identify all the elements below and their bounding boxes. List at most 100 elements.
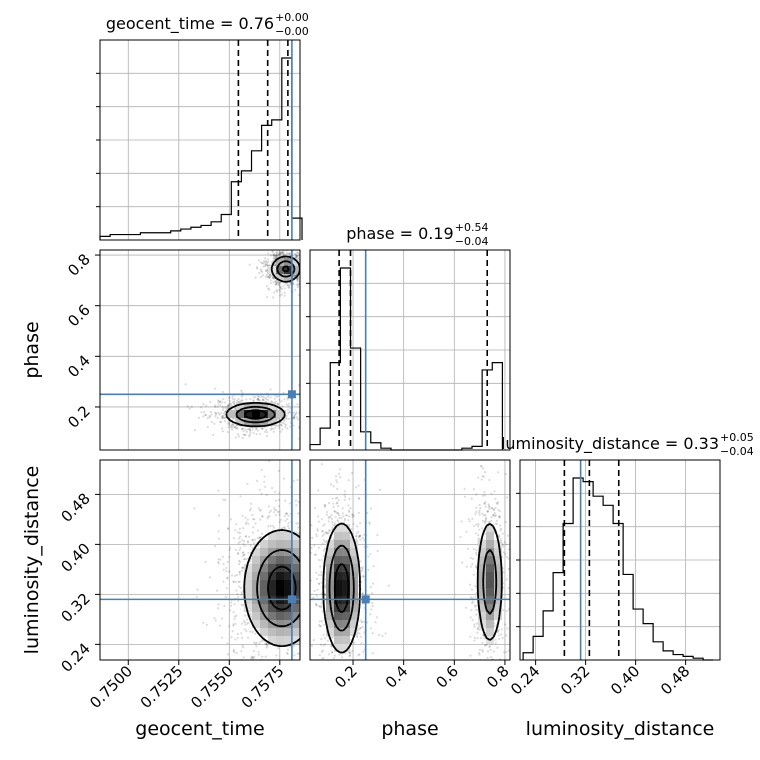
sample-point xyxy=(317,546,320,549)
sample-point xyxy=(195,595,198,598)
sample-point xyxy=(240,650,243,653)
sample-point xyxy=(325,647,327,649)
sample-point xyxy=(475,506,478,509)
sample-point xyxy=(255,427,258,430)
sample-point xyxy=(301,667,303,669)
sample-point xyxy=(507,557,510,560)
sample-point xyxy=(327,531,330,535)
sample-point xyxy=(348,651,351,654)
sample-point xyxy=(475,608,478,612)
sample-point xyxy=(312,655,314,657)
xtick-label-luminosity_distance: 0.32 xyxy=(557,662,593,698)
sample-point xyxy=(334,515,337,518)
sample-point xyxy=(315,562,317,564)
sample-point xyxy=(321,610,324,613)
sample-point xyxy=(268,274,272,277)
sample-point xyxy=(482,502,486,505)
density-cell xyxy=(260,628,268,636)
sample-point xyxy=(295,254,298,257)
sample-point xyxy=(276,402,279,405)
sample-point xyxy=(301,638,303,640)
sample-point xyxy=(315,533,318,536)
sample-point xyxy=(315,701,317,703)
density-cell xyxy=(342,612,350,620)
sample-point xyxy=(238,573,241,576)
density-cell xyxy=(292,564,300,572)
sample-point xyxy=(288,502,291,505)
sample-point xyxy=(361,626,364,629)
sample-point xyxy=(217,603,220,606)
density-cell xyxy=(252,410,260,418)
sample-point xyxy=(321,669,323,671)
sample-point xyxy=(252,396,255,399)
sample-point xyxy=(357,511,360,514)
sample-point xyxy=(265,646,268,649)
sample-point xyxy=(256,397,259,400)
sample-point xyxy=(303,594,305,596)
sample-point xyxy=(301,579,303,581)
sample-point xyxy=(469,556,472,559)
sample-point xyxy=(306,595,308,597)
sample-point xyxy=(234,529,237,532)
sample-point xyxy=(268,276,271,280)
sample-point xyxy=(229,403,232,406)
sample-point xyxy=(326,532,329,535)
sample-point xyxy=(239,546,242,549)
sample-point xyxy=(202,415,205,418)
density-cell xyxy=(292,532,300,540)
sample-point xyxy=(275,654,278,657)
sample-point xyxy=(301,278,303,280)
sample-point xyxy=(481,475,484,478)
sample-point xyxy=(249,507,252,510)
sample-point xyxy=(476,669,478,671)
sample-point xyxy=(245,535,248,538)
sample-point xyxy=(232,580,235,583)
density-cell xyxy=(334,644,342,652)
sample-point xyxy=(356,508,358,510)
sample-point xyxy=(501,543,504,546)
sample-point xyxy=(316,529,319,533)
sample-point xyxy=(286,246,288,248)
sample-point xyxy=(214,411,217,414)
sample-point xyxy=(317,515,320,518)
sample-point xyxy=(249,398,252,401)
sample-point xyxy=(349,537,352,541)
sample-point xyxy=(219,558,222,561)
hist-panel-luminosity_distance: luminosity_distance = 0.33 +0.05−0.04 xyxy=(501,431,754,661)
sample-point xyxy=(269,254,272,257)
sample-point xyxy=(283,527,286,530)
sample-point xyxy=(208,576,212,579)
sample-point xyxy=(344,467,346,469)
sample-point xyxy=(226,560,229,564)
sample-point xyxy=(273,511,276,514)
sample-point xyxy=(320,650,323,653)
sample-point xyxy=(359,635,362,638)
sample-point xyxy=(250,655,253,659)
sample-point xyxy=(378,488,381,491)
density-cell xyxy=(486,540,494,548)
sample-point xyxy=(338,697,340,699)
xtick-label-luminosity_distance: 0.40 xyxy=(607,662,643,698)
sample-point xyxy=(486,687,488,689)
sample-point xyxy=(475,566,478,569)
sample-point xyxy=(308,552,310,554)
density-cell xyxy=(284,620,292,628)
sample-point xyxy=(230,574,234,577)
sample-point xyxy=(251,656,254,659)
sample-point xyxy=(322,418,324,420)
sample-point xyxy=(296,403,299,406)
sample-point xyxy=(259,536,262,539)
sample-point xyxy=(216,416,219,420)
sample-point xyxy=(295,688,297,690)
sample-point xyxy=(471,601,474,605)
sample-point xyxy=(310,546,313,549)
sample-point xyxy=(306,407,308,409)
sample-point xyxy=(483,628,486,631)
sample-point xyxy=(336,664,338,666)
sample-point xyxy=(482,475,486,478)
sample-point xyxy=(228,421,231,424)
sample-point xyxy=(286,648,290,651)
density-cell xyxy=(260,572,268,580)
sample-point xyxy=(208,416,212,419)
sample-point xyxy=(504,623,507,626)
